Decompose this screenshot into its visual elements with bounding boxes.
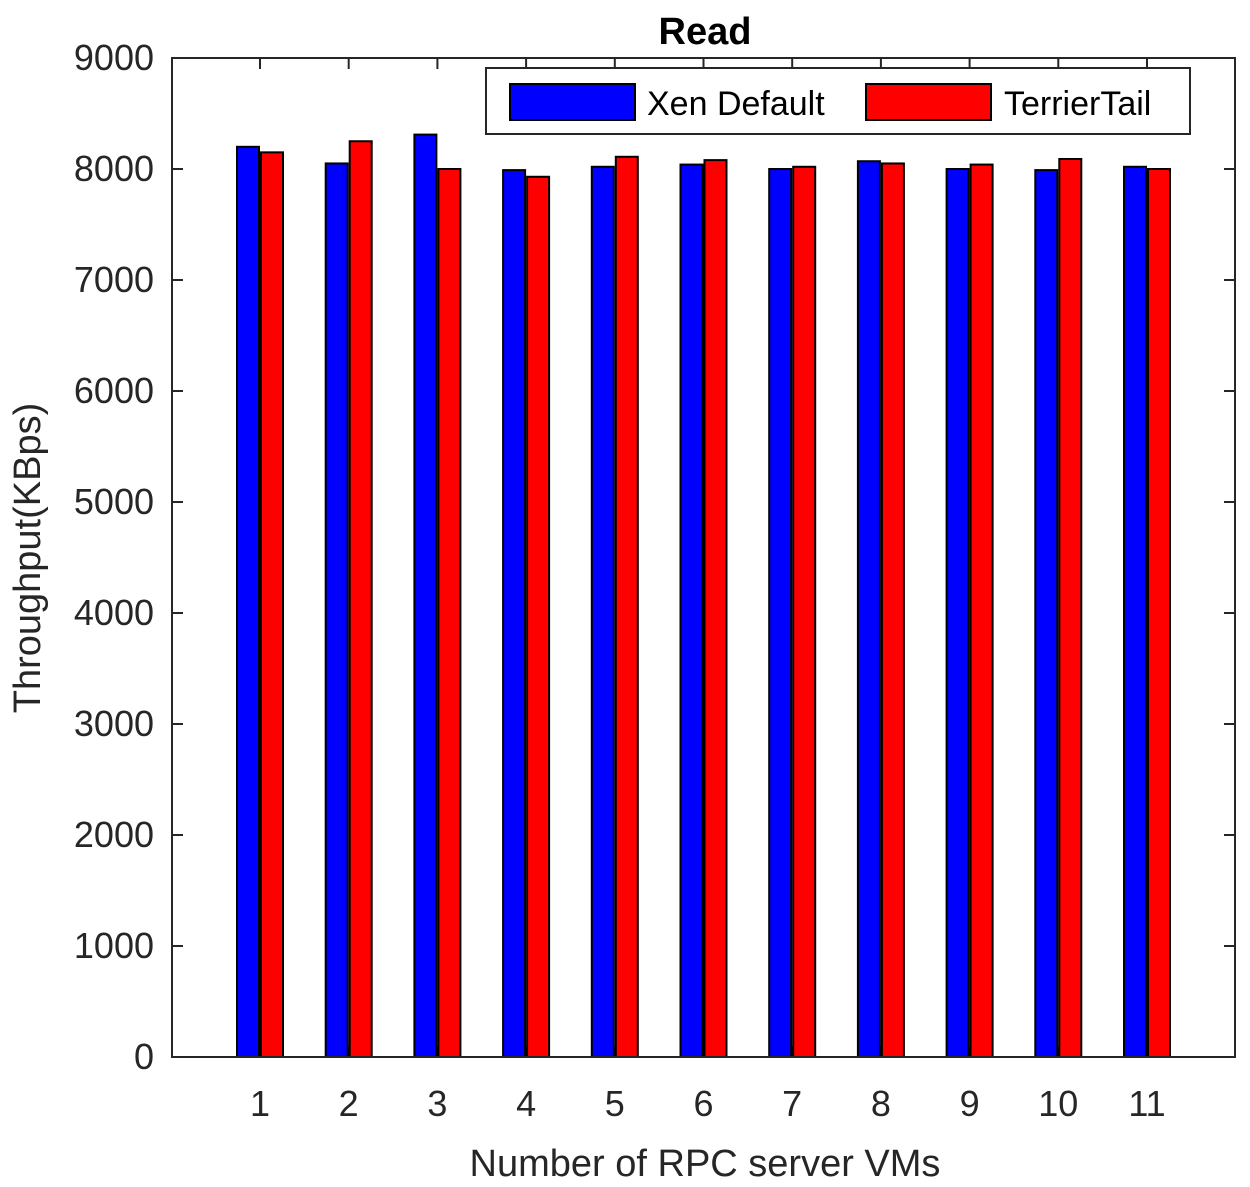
bar-xen-default bbox=[1034, 169, 1059, 1059]
bar-xen-default bbox=[236, 145, 260, 1059]
y-tick-label: 9000 bbox=[74, 37, 154, 78]
bars bbox=[236, 133, 1171, 1059]
chart-title: Read bbox=[659, 11, 752, 53]
x-tick-label: 4 bbox=[516, 1083, 536, 1124]
plot-area-frame bbox=[171, 57, 1236, 1058]
y-axis-title: Throughput(KBps) bbox=[7, 403, 49, 714]
legend-swatch-terriertail bbox=[865, 83, 992, 121]
bar-xen-default bbox=[324, 162, 349, 1058]
y-tick-label: 6000 bbox=[74, 370, 154, 411]
x-tick-label: 11 bbox=[1128, 1083, 1165, 1124]
bar-terriertail bbox=[703, 159, 728, 1058]
y-tick-label: 2000 bbox=[74, 814, 154, 855]
bar-terriertail bbox=[348, 140, 373, 1058]
bar-xen-default bbox=[502, 169, 527, 1059]
bar-terriertail bbox=[880, 162, 905, 1058]
x-tick-label: 1 bbox=[250, 1083, 270, 1124]
bar-terriertail bbox=[526, 175, 551, 1058]
bar-xen-default bbox=[413, 133, 438, 1058]
legend-swatch-xen-default bbox=[509, 83, 636, 121]
y-tick-label: 4000 bbox=[74, 592, 154, 633]
bar-xen-default bbox=[1123, 165, 1147, 1058]
bar-xen-default bbox=[679, 163, 704, 1058]
x-tick-label: 2 bbox=[339, 1083, 359, 1124]
bar-xen-default bbox=[856, 160, 881, 1059]
y-tick-label: 0 bbox=[134, 1036, 154, 1077]
x-tick-label: 6 bbox=[693, 1083, 713, 1124]
x-tick-label: 8 bbox=[871, 1083, 891, 1124]
bar-terriertail bbox=[792, 165, 817, 1058]
bar-terriertail bbox=[1147, 168, 1171, 1058]
bar-xen-default bbox=[768, 168, 793, 1058]
legend-label-xen-default: Xen Default bbox=[647, 85, 825, 123]
bar-terriertail bbox=[969, 163, 994, 1058]
bar-terriertail bbox=[437, 168, 462, 1058]
legend: Xen Default TerrierTail bbox=[485, 67, 1191, 135]
y-tick-label: 7000 bbox=[74, 259, 154, 300]
y-tick-label: 5000 bbox=[74, 481, 154, 522]
legend-label-terriertail: TerrierTail bbox=[1004, 85, 1151, 123]
bar-terriertail bbox=[260, 151, 284, 1059]
y-tick-label: 1000 bbox=[74, 925, 154, 966]
x-tick-label: 5 bbox=[605, 1083, 625, 1124]
y-tick-label: 3000 bbox=[74, 703, 154, 744]
x-tick-label: 10 bbox=[1038, 1083, 1078, 1124]
y-tick-label: 8000 bbox=[74, 148, 154, 189]
bar-xen-default bbox=[590, 165, 615, 1058]
bar-xen-default bbox=[945, 168, 970, 1058]
x-tick-label: 9 bbox=[960, 1083, 980, 1124]
x-axis-title: Number of RPC server VMs bbox=[470, 1143, 941, 1185]
bar-terriertail bbox=[1058, 158, 1083, 1058]
bar-terriertail bbox=[614, 155, 639, 1059]
y-axis-ticks: 0 1000 2000 3000 4000 5000 6000 7000 8000 9000 bbox=[74, 37, 1235, 1077]
x-tick-label: 7 bbox=[782, 1083, 802, 1124]
x-tick-label: 3 bbox=[427, 1083, 447, 1124]
